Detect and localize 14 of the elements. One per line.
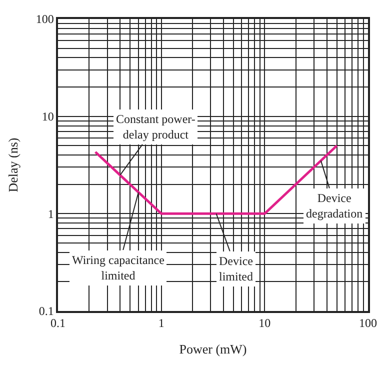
y-tick-label: 100	[36, 12, 54, 26]
x-axis-title: Power (mW)	[179, 341, 247, 356]
y-tick-label: 0.1	[38, 304, 54, 318]
y-tick-label: 1	[48, 206, 54, 221]
y-axis-title: Delay (ns)	[5, 138, 20, 192]
x-tick-label: 100	[359, 316, 377, 330]
y-tick-label: 10	[42, 110, 54, 124]
annotation: Device degradation	[306, 191, 363, 221]
annotation: Constant power- delay product	[116, 112, 196, 142]
annotation: Wiring capacitance limited	[72, 253, 164, 283]
x-tick-label: 10	[258, 316, 271, 330]
annotation: Device limited	[219, 254, 253, 284]
x-tick-label: 0.1	[50, 316, 66, 330]
x-tick-label: 1	[158, 316, 164, 330]
